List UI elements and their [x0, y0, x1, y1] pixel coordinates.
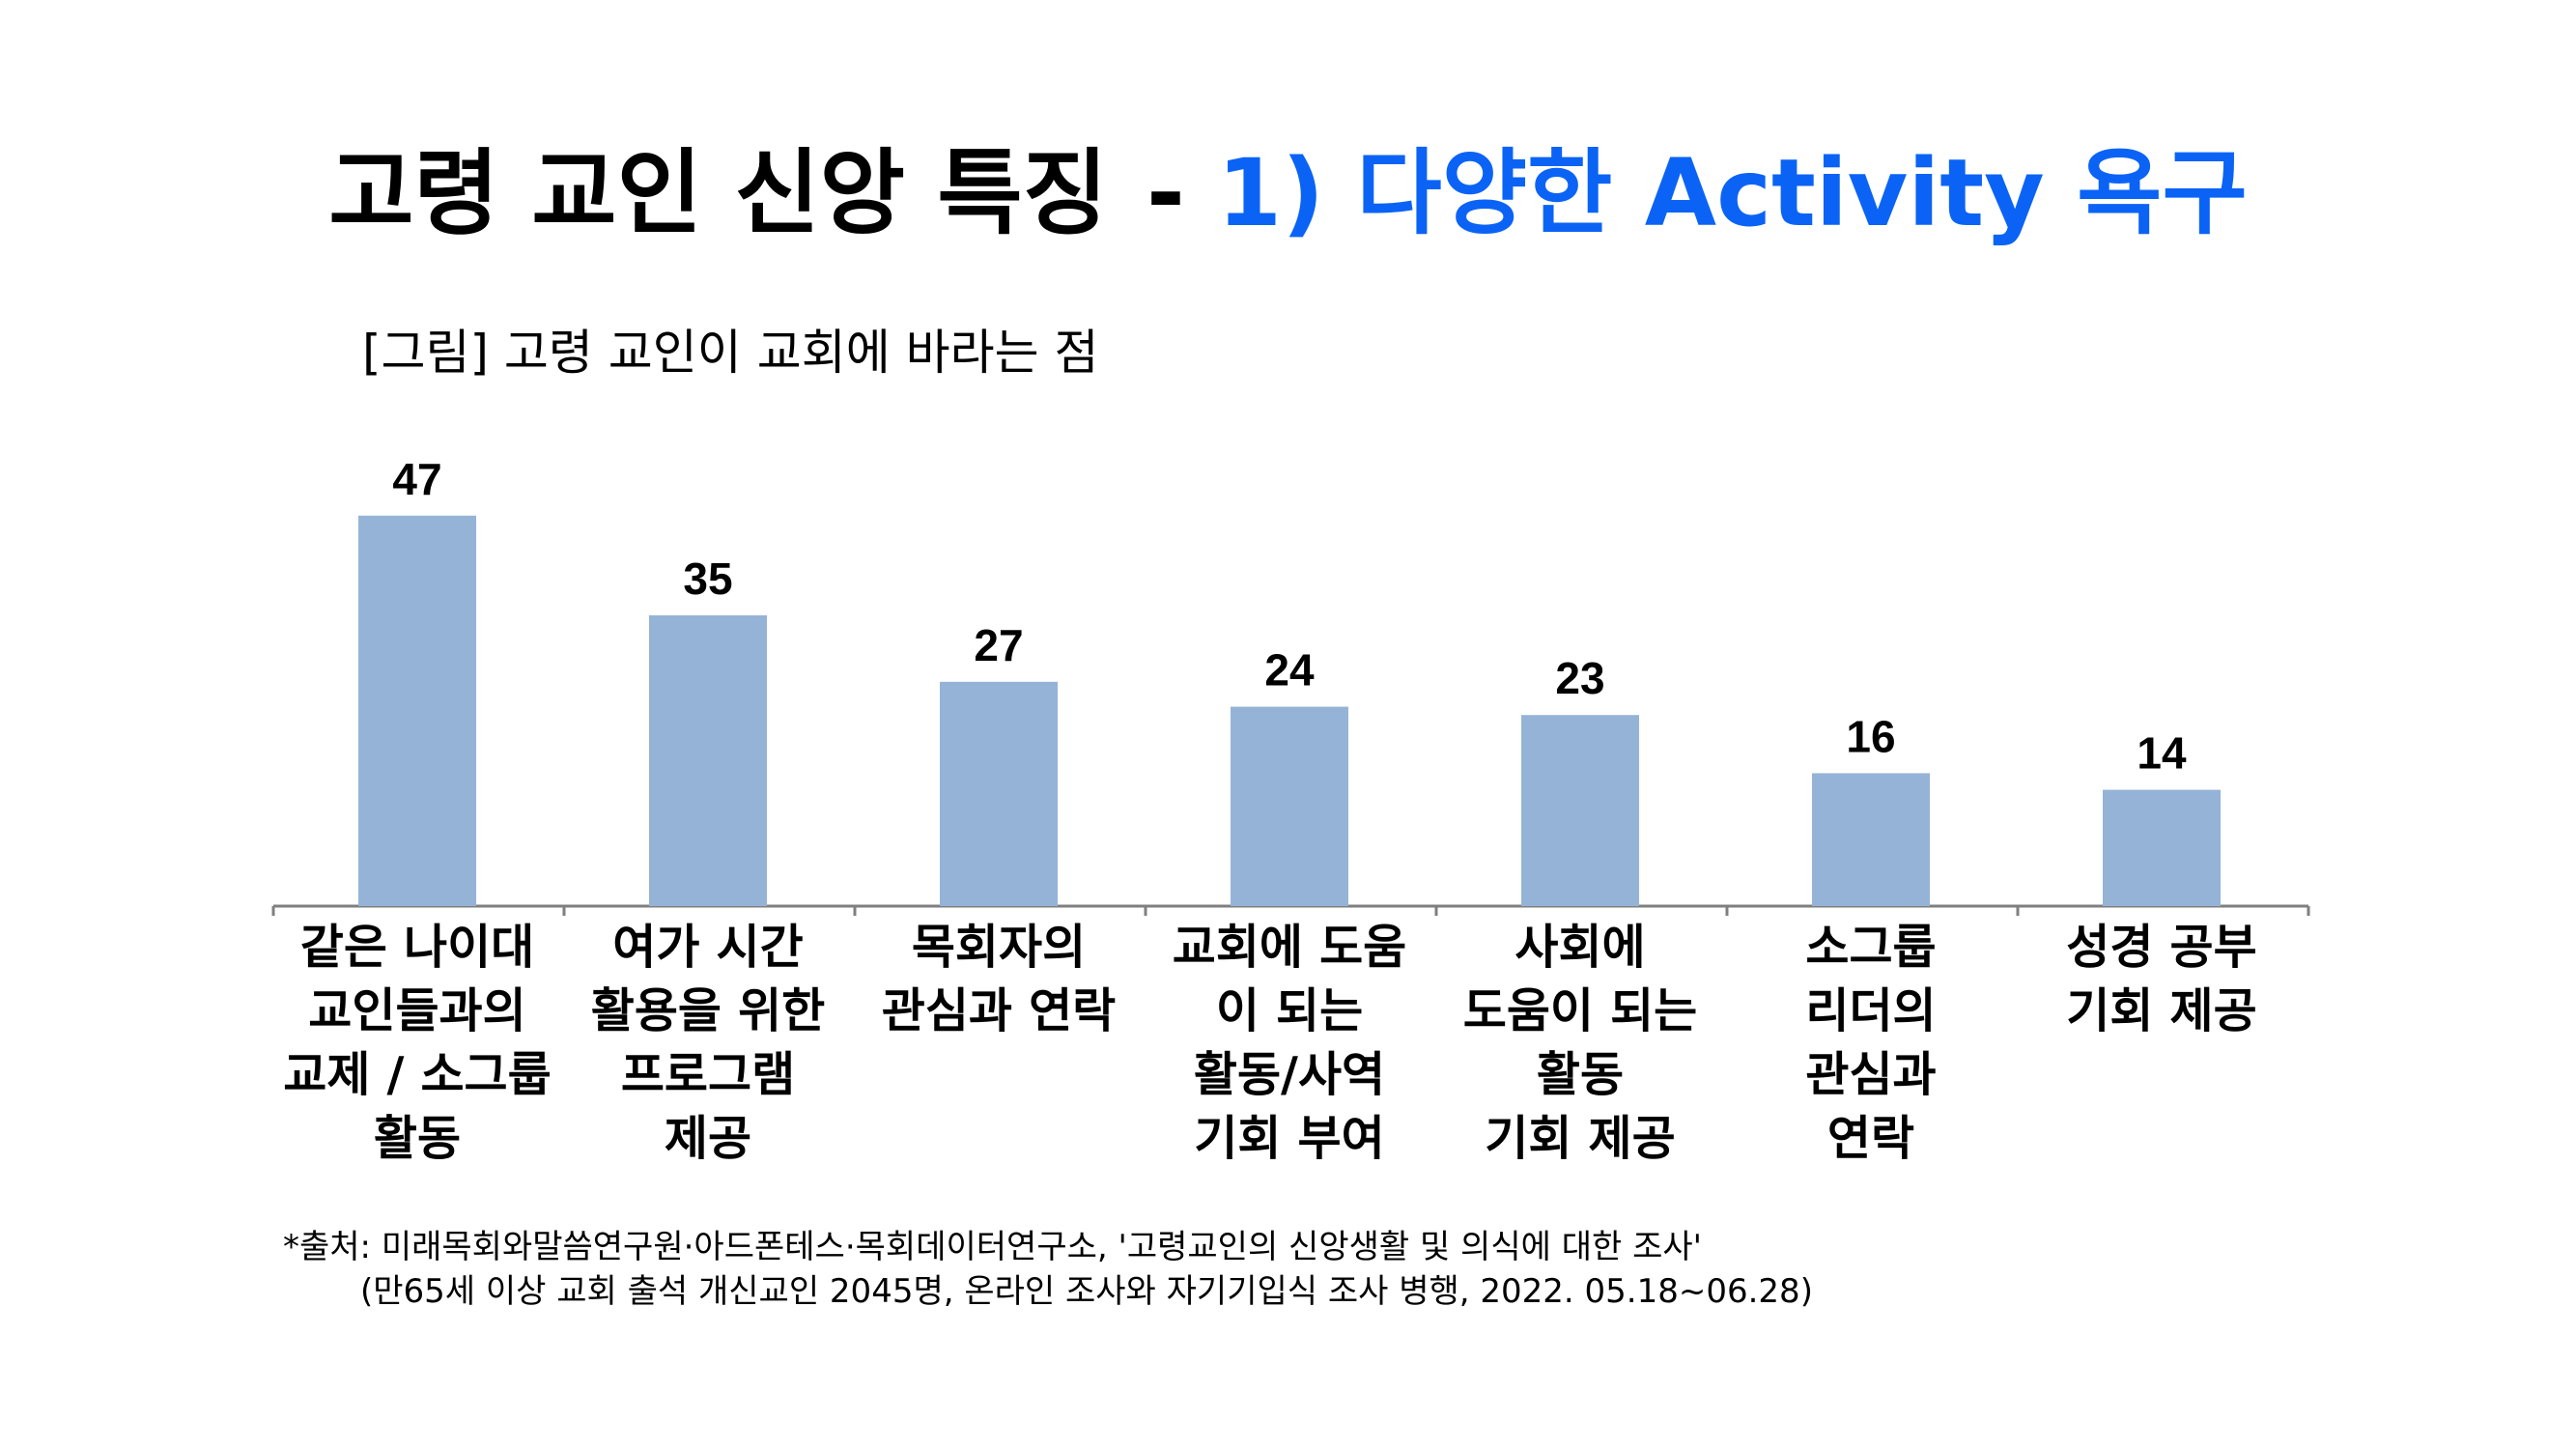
category-label-line: 도움이 되는 [1462, 983, 1698, 1038]
category-label-line: 활동/사역 [1193, 1047, 1386, 1102]
source-footnote: *출처: 미래목회와말씀연구원·아드폰테스·목회데이터연구소, '고령교인의 신… [283, 1225, 1813, 1314]
category-label-line: 관심과 [1805, 1047, 1937, 1102]
data-label: 27 [974, 620, 1023, 670]
title-accent: 1) 다양한 Activity 욕구 [1217, 139, 2248, 247]
category-label-line: 기회 부여 [1194, 1111, 1385, 1166]
title-main: 고령 교인 신앙 특징 [328, 139, 1109, 247]
category-label-line: 활용을 위한 [590, 983, 826, 1038]
data-label: 16 [1846, 711, 1895, 761]
category-label-line: 기회 제공 [1485, 1111, 1676, 1166]
category-label-line: 같은 나이대 [299, 920, 535, 975]
category-label-line: 목회자의 [911, 920, 1087, 975]
bar [1812, 773, 1930, 906]
category-label-line: 프로그램 [620, 1047, 796, 1102]
bar [649, 615, 767, 906]
category-label-line: 활동 [373, 1111, 462, 1166]
category-label-line: 활동 [1536, 1047, 1625, 1102]
footnote-line-1: *출처: 미래목회와말씀연구원·아드폰테스·목회데이터연구소, '고령교인의 신… [283, 1228, 1702, 1266]
title-dash: - [1146, 139, 1185, 247]
footnote-line-2: (만65세 이상 교회 출석 개신교인 2045명, 온라인 조사와 자기기입식… [360, 1272, 1813, 1311]
data-label: 24 [1264, 645, 1315, 696]
category-label-line: 이 되는 [1215, 983, 1364, 1038]
data-label: 47 [392, 454, 441, 504]
data-label: 14 [2137, 728, 2187, 779]
bar [2103, 789, 2221, 906]
category-label-line: 소그룹 [1805, 920, 1937, 975]
category-label-line: 관심과 연락 [881, 983, 1117, 1038]
category-label-line: 연락 [1826, 1111, 1915, 1166]
category-label-line: 제공 [664, 1111, 752, 1166]
page-title: 고령 교인 신앙 특징 - 1) 다양한 Activity 욕구 [0, 135, 2576, 251]
bar [940, 681, 1058, 906]
category-label-line: 여가 시간 [612, 920, 804, 975]
category-label-line: 교제 / 소그룹 [283, 1047, 552, 1102]
category-label-line: 리더의 [1805, 983, 1937, 1038]
bar [358, 515, 476, 906]
category-label-line: 교인들과의 [308, 983, 526, 1038]
bar [1521, 715, 1639, 906]
chart-title: [그림] 고령 교인이 교회에 바라는 점 [362, 325, 1099, 381]
category-label-line: 사회에 [1514, 920, 1646, 975]
data-label: 23 [1555, 653, 1604, 703]
category-label-line: 기회 제공 [2066, 983, 2257, 1038]
category-label-line: 교회에 도움 [1172, 920, 1407, 975]
bar [1231, 706, 1348, 906]
category-label-line: 성경 공부 [2066, 920, 2257, 975]
data-label: 35 [683, 554, 732, 604]
